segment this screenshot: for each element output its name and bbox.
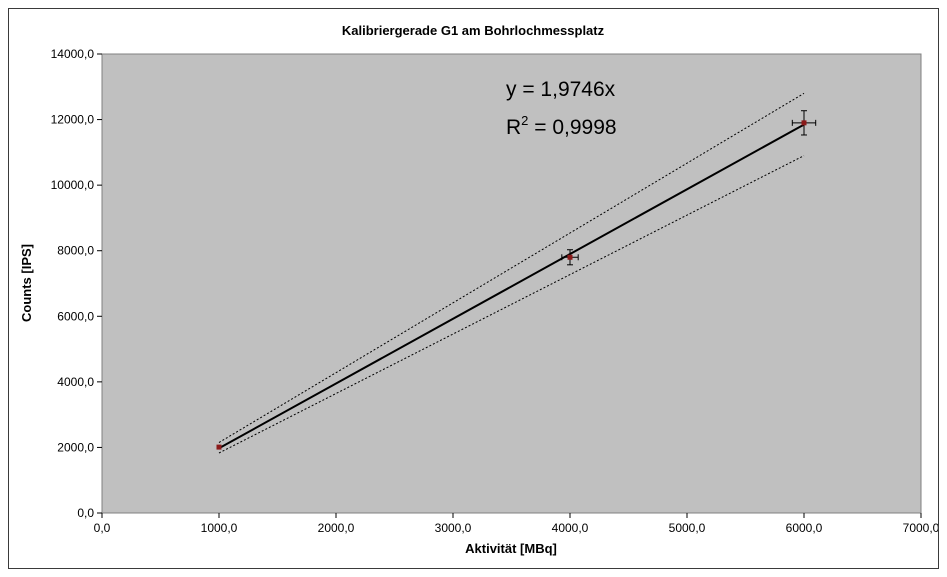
x-tick-label: 0,0 (94, 521, 111, 535)
y-tick-label: 6000,0 (57, 309, 94, 323)
x-tick-label: 6000,0 (786, 521, 823, 535)
x-tick-label: 5000,0 (669, 521, 706, 535)
y-tick-label: 12000,0 (51, 113, 95, 127)
y-tick-label: 2000,0 (57, 440, 94, 454)
r-squared-prefix: R (506, 116, 521, 139)
x-tick-label: 2000,0 (318, 521, 355, 535)
x-tick-label: 3000,0 (435, 521, 472, 535)
y-axis-label: Counts [IPS] (19, 244, 34, 322)
equation-label: y = 1,9746x (506, 78, 616, 101)
y-tick-label: 0,0 (77, 506, 94, 520)
y-tick-label: 4000,0 (57, 375, 94, 389)
confidence-band-lower (218, 155, 805, 454)
x-tick-label: 1000,0 (201, 521, 238, 535)
x-tick-label: 4000,0 (552, 521, 589, 535)
axis-ticks: 0,0 1000,0 2000,0 3000,0 4000,0 5000,0 6000,0 7… (51, 47, 938, 535)
r-squared-label: R2 = 0,9998 (506, 113, 617, 139)
chart-frame: Kalibriergerade G1 am Bohrlochmessplatz … (8, 8, 939, 569)
data-points (216, 110, 817, 450)
y-tick-label: 8000,0 (57, 244, 94, 258)
y-tick-label: 10000,0 (51, 178, 95, 192)
chart-svg: Kalibriergerade G1 am Bohrlochmessplatz … (19, 23, 938, 556)
chart-title: Kalibriergerade G1 am Bohrlochmessplatz (342, 23, 605, 38)
confidence-band (218, 92, 805, 454)
data-point (791, 110, 817, 136)
r-squared-exponent: 2 (521, 113, 528, 128)
x-tick-label: 7000,0 (903, 521, 938, 535)
data-point (216, 444, 222, 450)
r-squared-value: = 0,9998 (528, 116, 616, 139)
point-marker (801, 120, 807, 126)
point-marker (216, 444, 222, 450)
y-tick-label: 14000,0 (51, 47, 95, 61)
data-point (561, 249, 579, 266)
point-marker (567, 254, 573, 260)
regression-line-segment (218, 123, 805, 450)
confidence-band-upper (218, 92, 805, 443)
regression-line (218, 123, 805, 450)
x-axis-label: Aktivität [MBq] (465, 541, 557, 556)
